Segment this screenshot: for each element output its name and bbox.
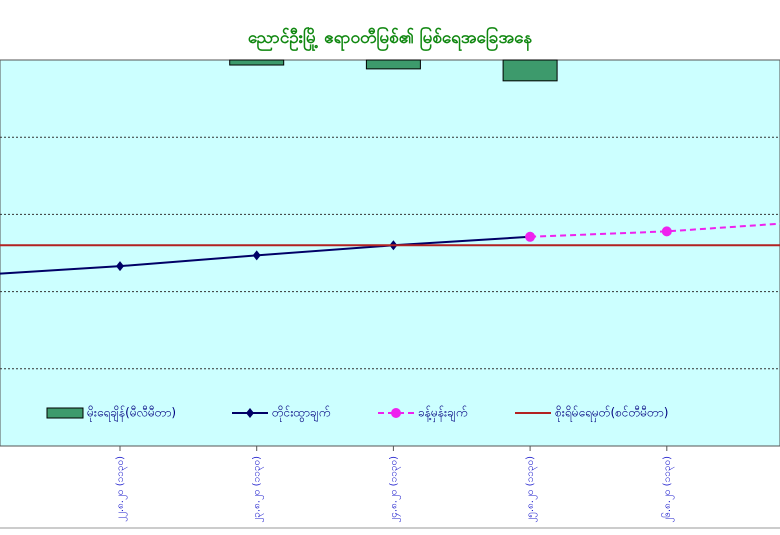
legend-label: ခန့်မှန်းချက် xyxy=(418,405,467,423)
legend-label: တိုင်းထွာချက် xyxy=(272,405,330,423)
bar xyxy=(502,59,558,82)
legend-marker xyxy=(391,408,401,418)
line xyxy=(530,222,780,238)
x-tick-label: ၂၅.၈.၂၀ (၁၁၃၀) xyxy=(525,456,538,523)
marker xyxy=(661,226,672,237)
legend-swatch xyxy=(46,407,84,419)
bar xyxy=(365,59,421,70)
plot-area xyxy=(0,59,780,447)
x-tick-label: ၂၂.၈.၂၀ (၁၁၃၀) xyxy=(115,456,128,522)
legend-marker xyxy=(246,408,254,418)
legend-label: စိုးရိမ်ရေမှတ်(စင်တီမီတာ) xyxy=(555,405,668,423)
marker xyxy=(252,250,261,261)
marker xyxy=(116,261,124,272)
marker xyxy=(525,231,536,242)
chart-title: ညောင်ဦးမြို့ ဧရာဝတီမြစ်၏ မြစ်ရေအခြေအနေ xyxy=(248,25,532,52)
bar xyxy=(229,59,285,66)
x-tick-label: ၂၄.၈.၂၀ (၁၁၃၀) xyxy=(388,456,401,523)
legend-label: မိုးရေချိန်(မီလီမီတာ) xyxy=(87,405,176,423)
x-tick-label: ၂၆.၈.၂၀ (၁၁၃၀) xyxy=(660,456,675,523)
x-tick-label: ၂၃.၈.၂၀ (၁၁၃၀) xyxy=(252,456,265,523)
